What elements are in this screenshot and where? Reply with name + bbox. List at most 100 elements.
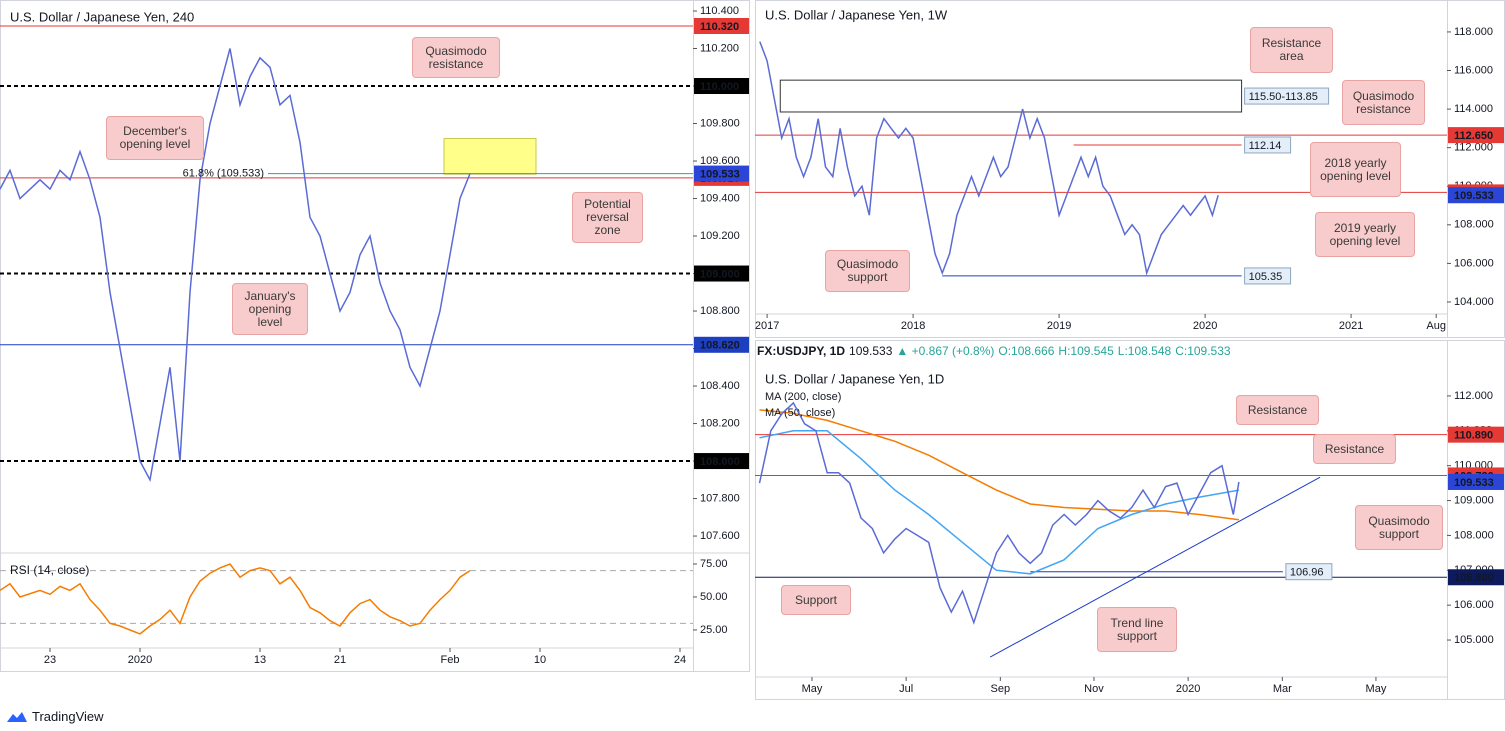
x-tick-label: 2018: [901, 320, 925, 332]
x-tick-label: 2021: [1339, 320, 1363, 332]
annotation: Resistance: [1236, 395, 1319, 425]
rsi-label: RSI (14, close): [10, 563, 89, 577]
annotation: Quasimodo support: [1355, 505, 1443, 550]
symbol-header: FX:USDJPY, 1D 109.533 ▲ +0.867 (+0.8%) O:10…: [757, 344, 1235, 358]
y-tick-label: 110.400: [700, 5, 739, 17]
annotation: 2018 yearly opening level: [1310, 142, 1401, 197]
brand-logo: [7, 711, 27, 722]
brand: TradingView: [6, 709, 104, 724]
symbol-info: 109.533: [849, 344, 893, 358]
x-tick-label: 2020: [128, 654, 152, 666]
level-tag: [694, 78, 749, 95]
level-tag-label: 112.650: [1454, 130, 1493, 142]
y-tick-label: 50.00: [700, 591, 728, 603]
zone: [779, 79, 1243, 113]
level-tag: [694, 336, 749, 353]
y-tick-label: 109.200: [700, 230, 740, 242]
level-tag: [1448, 127, 1504, 144]
annotation: Resistance: [1313, 434, 1396, 464]
level-label-box: [1285, 563, 1333, 581]
x-tick-label: 21: [334, 654, 346, 666]
price-line: [0, 48, 471, 483]
annotation: Quasimodo resistance: [412, 37, 500, 78]
y-tick-label: 112.000: [1454, 390, 1493, 402]
x-tick-label: 13: [254, 654, 266, 666]
trend-line: [989, 476, 1321, 658]
level-tag-label: 108.620: [700, 340, 740, 352]
last-price-tag: [1448, 187, 1504, 204]
annotation: Quasimodo resistance: [1342, 80, 1425, 125]
y-tick-label: 109.000: [1454, 494, 1494, 506]
price-line: [758, 401, 1240, 625]
symbol-info: O:108.666: [998, 344, 1055, 358]
y-tick-label: 107.600: [700, 530, 740, 542]
level-tag-label: 108.000: [700, 456, 740, 468]
level-tag-label: 110.000: [700, 81, 739, 93]
last-price-label: 109.533: [1454, 190, 1494, 202]
last-price-tag: [1448, 473, 1504, 490]
y-tick-label: 118.000: [1454, 26, 1493, 38]
level-tag: [1448, 569, 1504, 586]
y-tick-label: 109.400: [700, 192, 740, 204]
annotation: December's opening level: [106, 116, 204, 160]
level-tag: [694, 265, 749, 282]
x-tick-label: Aug: [1426, 320, 1446, 332]
zone-label: 115.50-113.85: [1249, 91, 1318, 103]
series-label: MA (50, close): [765, 407, 835, 419]
x-tick-label: Mar: [1273, 683, 1292, 695]
y-tick-label: 105.000: [1454, 634, 1494, 646]
ma-line: [759, 409, 1239, 521]
brand-name: TradingView: [32, 709, 104, 724]
zone-label-box: [1244, 87, 1330, 105]
y-tick-label: 107.800: [700, 492, 740, 504]
level-tag-label: 110.320: [700, 21, 739, 33]
level-tag-label: 109.000: [700, 268, 740, 280]
symbol-info: H:109.545: [1058, 344, 1114, 358]
x-tick-label: Nov: [1084, 683, 1104, 695]
annotation: Resistance area: [1250, 27, 1333, 73]
x-tick-label: May: [1366, 683, 1387, 695]
x-tick-label: 24: [674, 654, 686, 666]
level-tag: [1448, 426, 1504, 443]
y-tick-label: 108.200: [700, 417, 740, 429]
x-tick-label: 2020: [1176, 683, 1200, 695]
last-price-label: 109.533: [700, 168, 740, 180]
y-tick-label: 116.000: [1454, 64, 1493, 76]
symbol-info: C:109.533: [1175, 344, 1231, 358]
symbol-info: FX:USDJPY, 1D: [757, 344, 846, 358]
last-price-tag: [694, 165, 749, 182]
y-tick-label: 106.000: [1454, 257, 1494, 269]
annotation: Quasimodo support: [825, 250, 910, 292]
chart-title: U.S. Dollar / Japanese Yen, 240: [10, 9, 194, 24]
y-tick-label: 108.000: [1454, 529, 1494, 541]
y-tick-label: 108.400: [700, 380, 740, 392]
x-tick-label: May: [802, 683, 823, 695]
y-tick-label: 112.000: [1454, 142, 1493, 154]
level-tag: [694, 453, 749, 470]
annotation: January's opening level: [232, 283, 308, 335]
x-tick-label: Feb: [441, 654, 460, 666]
level-tag: [694, 18, 749, 35]
level-label: 106.96: [1290, 567, 1324, 579]
zone: [443, 138, 537, 175]
x-tick-label: 2019: [1047, 320, 1071, 332]
x-tick-label: 2017: [755, 320, 779, 332]
level-label-box: [1244, 136, 1292, 154]
last-price-label: 109.533: [1454, 477, 1494, 489]
chart-title: U.S. Dollar / Japanese Yen, 1D: [765, 371, 944, 386]
level-label: 61.8% (109.533): [183, 167, 264, 179]
symbol-info: L:108.548: [1117, 344, 1172, 358]
level-label: 105.35: [1249, 271, 1283, 283]
x-tick-label: 10: [534, 654, 546, 666]
annotation: Support: [781, 585, 851, 615]
x-tick-label: Sep: [991, 683, 1011, 695]
rsi-line: [0, 563, 471, 635]
level-tag-label: 106.800: [1454, 572, 1494, 584]
price-line: [759, 41, 1219, 276]
y-tick-label: 106.000: [1454, 599, 1494, 611]
y-tick-label: 108.000: [1454, 219, 1494, 231]
annotation: Potential reversal zone: [572, 192, 643, 243]
x-tick-label: 23: [44, 654, 56, 666]
